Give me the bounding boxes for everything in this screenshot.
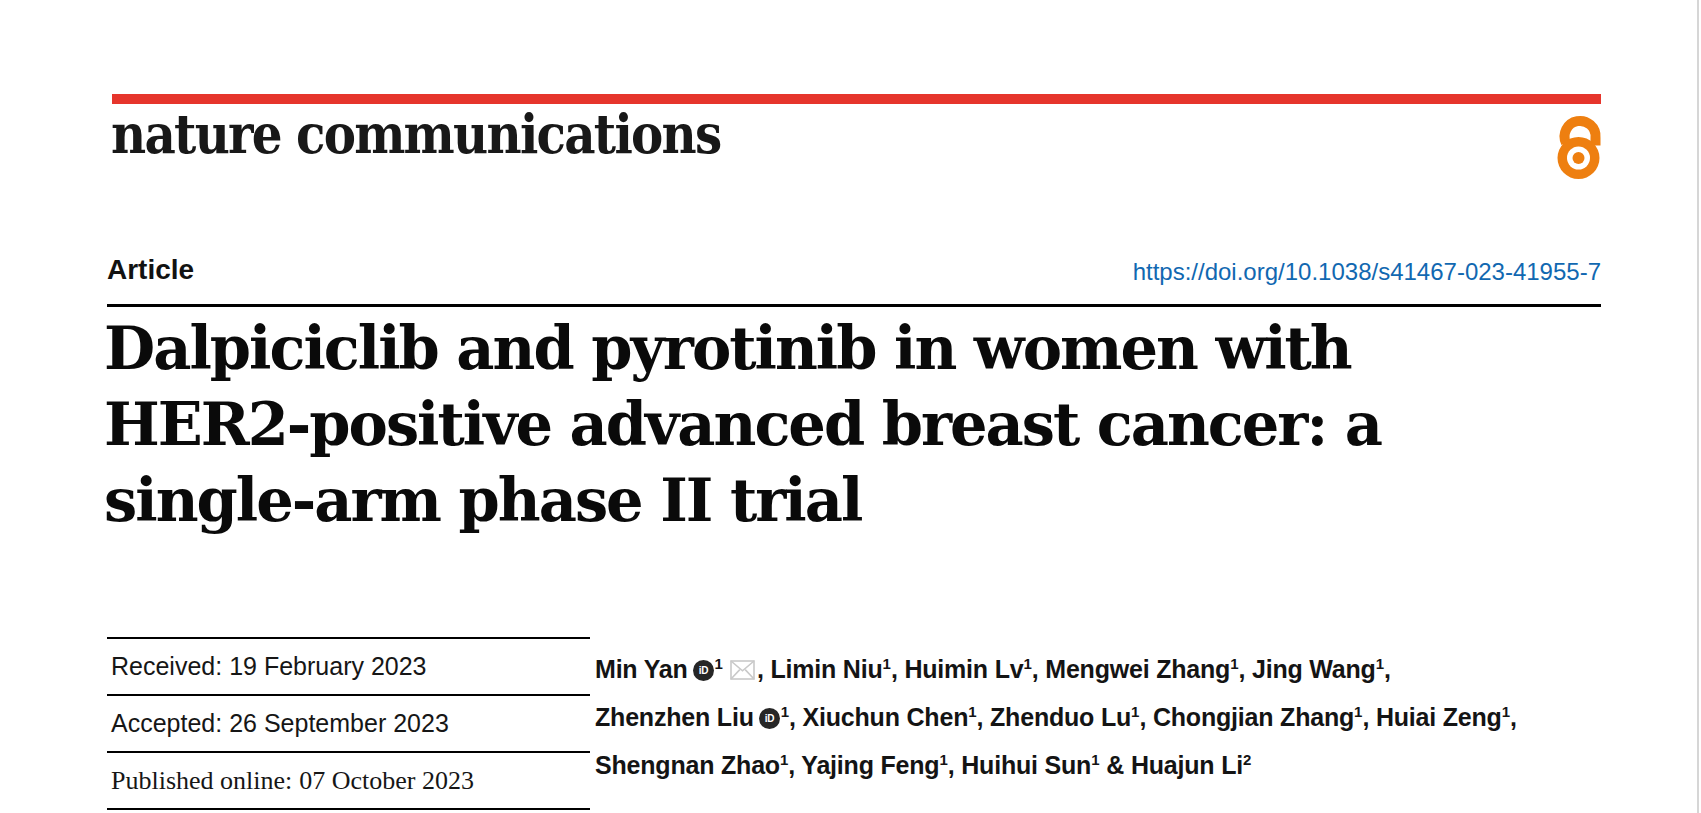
journal-logo: nature communications bbox=[111, 101, 721, 166]
journal-article-page: nature communications Article https://do… bbox=[0, 0, 1701, 813]
author-huihui-sun: Huihui Sun1 & bbox=[961, 751, 1131, 779]
author-line-2: Zhenzhen LiuiD1, Xiuchun Chen1, Zhenduo … bbox=[595, 692, 1495, 740]
title-line-2: HER2-positive advanced breast cancer: a bbox=[104, 387, 1524, 463]
author-huiai-zeng: Huiai Zeng1, bbox=[1376, 703, 1517, 731]
received-date-row: Received:19 February 2023 bbox=[107, 637, 590, 694]
author-line-1: Min YaniD1, Limin Niu1, Huimin Lv1, Meng… bbox=[595, 644, 1495, 692]
article-type-label: Article bbox=[107, 254, 194, 286]
article-history: Received:19 February 2023 Accepted:26 Se… bbox=[107, 637, 590, 810]
title-rule bbox=[107, 304, 1601, 307]
published-date-row: Published online:07 October 2023 bbox=[107, 751, 590, 810]
author-limin-niu: Limin Niu1, bbox=[770, 655, 904, 683]
author-zhenduo-lu: Zhenduo Lu1, bbox=[990, 703, 1153, 731]
author-huimin-lv: Huimin Lv1, bbox=[904, 655, 1045, 683]
article-header-row: Article https://doi.org/10.1038/s41467-0… bbox=[107, 254, 1601, 286]
page-edge-divider bbox=[1697, 0, 1699, 813]
author-min-yan: Min YaniD1, bbox=[595, 655, 770, 683]
author-list: Min YaniD1, Limin Niu1, Huimin Lv1, Meng… bbox=[595, 644, 1495, 785]
received-label: Received: bbox=[111, 652, 222, 680]
doi-link[interactable]: https://doi.org/10.1038/s41467-023-41955… bbox=[1133, 258, 1601, 286]
email-icon[interactable] bbox=[730, 651, 755, 691]
svg-text:iD: iD bbox=[764, 713, 774, 724]
author-jing-wang: Jing Wang1, bbox=[1252, 655, 1391, 683]
author-yajing-feng: Yajing Feng1, bbox=[801, 751, 961, 779]
title-line-3: single-arm phase II trial bbox=[104, 463, 1524, 539]
author-mengwei-zhang: Mengwei Zhang1, bbox=[1045, 655, 1252, 683]
received-value: 19 February 2023 bbox=[229, 652, 426, 680]
accepted-date-row: Accepted:26 September 2023 bbox=[107, 694, 590, 751]
author-huajun-li: Huajun Li2 bbox=[1131, 751, 1251, 779]
author-xiuchun-chen: Xiuchun Chen1, bbox=[803, 703, 991, 731]
accepted-value: 26 September 2023 bbox=[229, 709, 449, 737]
orcid-icon[interactable]: iD bbox=[693, 652, 714, 692]
published-label: Published online: bbox=[111, 766, 292, 795]
published-value: 07 October 2023 bbox=[299, 766, 474, 795]
accepted-label: Accepted: bbox=[111, 709, 222, 737]
author-zhenzhen-liu: Zhenzhen LiuiD1, bbox=[595, 703, 803, 731]
svg-text:iD: iD bbox=[698, 665, 708, 676]
paper-title: Dalpiciclib and pyrotinib in women with … bbox=[104, 311, 1524, 539]
author-shengnan-zhao: Shengnan Zhao1, bbox=[595, 751, 801, 779]
author-chongjian-zhang: Chongjian Zhang1, bbox=[1153, 703, 1376, 731]
orcid-icon[interactable]: iD bbox=[759, 700, 780, 740]
open-access-icon bbox=[1555, 110, 1602, 184]
author-line-3: Shengnan Zhao1, Yajing Feng1, Huihui Sun… bbox=[595, 740, 1495, 785]
title-line-1: Dalpiciclib and pyrotinib in women with bbox=[104, 311, 1524, 387]
